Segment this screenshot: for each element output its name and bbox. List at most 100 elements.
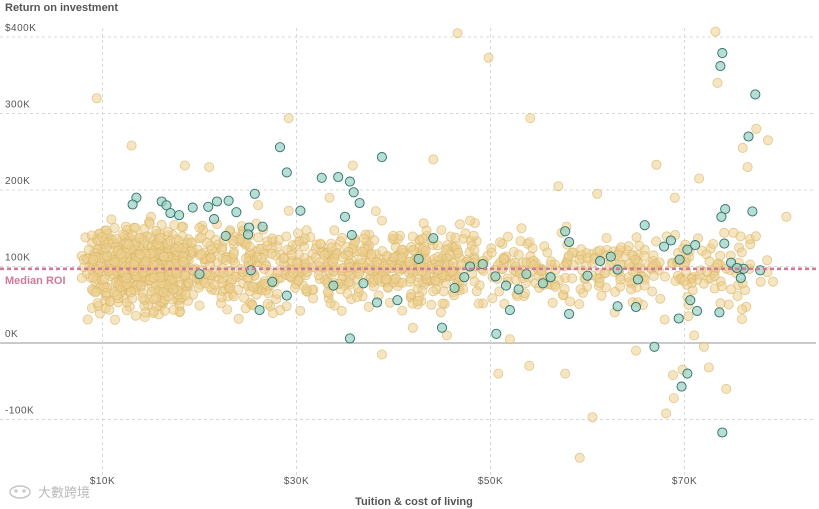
cloud-point <box>388 252 399 263</box>
school-point <box>428 154 439 165</box>
cloud-point <box>381 274 392 285</box>
highlighted-school-point <box>649 341 660 352</box>
cloud-point <box>168 284 179 295</box>
cloud-point <box>134 249 145 260</box>
cloud-point <box>292 228 303 239</box>
y-axis-tick-labels: $400K 300K 200K 100K 0K -100K <box>5 23 36 417</box>
cloud-point <box>319 249 330 260</box>
school-point <box>504 334 515 345</box>
cloud-point <box>123 239 134 250</box>
cloud-point <box>110 277 121 288</box>
cloud-point <box>206 244 217 255</box>
cloud-point <box>716 281 727 292</box>
highlighted-school-point <box>344 333 355 344</box>
cloud-point <box>194 222 205 233</box>
y-tick-label: 100K <box>5 253 30 264</box>
watermark: 大數跨境 <box>9 485 90 500</box>
cloud-point <box>438 286 449 297</box>
median-roi-label: Median ROI <box>5 275 66 287</box>
cloud-point <box>109 256 120 267</box>
x-tick-label: $30K <box>284 476 309 487</box>
school-point <box>324 192 335 203</box>
cloud-point <box>102 251 113 262</box>
highlighted-school-point <box>187 202 198 213</box>
cloud-point <box>194 300 205 311</box>
cloud-point <box>719 227 730 238</box>
cloud-point <box>547 297 558 308</box>
cloud-point <box>267 308 278 319</box>
highlighted-school-point <box>521 269 532 280</box>
school-point <box>651 159 662 170</box>
cloud-point <box>199 278 210 289</box>
cloud-point <box>648 250 659 261</box>
highlighted-school-point <box>249 188 260 199</box>
highlighted-school-point <box>735 272 746 284</box>
cloud-point <box>420 245 431 256</box>
cloud-point <box>144 218 155 229</box>
school-point <box>376 349 387 360</box>
cloud-point <box>601 232 612 243</box>
cloud-point <box>513 249 524 260</box>
cloud-point <box>121 272 132 283</box>
cloud-point <box>354 268 365 279</box>
highlighted-school-point <box>605 251 616 262</box>
cloud-point <box>495 237 506 248</box>
cloud-point <box>159 251 170 262</box>
cloud-point <box>196 249 207 260</box>
cloud-point <box>397 305 408 316</box>
cloud-point <box>417 233 428 244</box>
cloud-point <box>135 280 146 291</box>
cloud-point <box>358 233 369 244</box>
cloud-point <box>683 311 694 322</box>
cloud-point <box>283 205 294 216</box>
y-tick-label: -100K <box>5 406 34 417</box>
cloud-point <box>460 228 471 239</box>
highlighted-school-point <box>717 427 728 438</box>
cloud-point <box>165 236 176 247</box>
cloud-point <box>494 286 505 297</box>
highlighted-school-point <box>632 274 643 285</box>
cloud-point <box>430 275 441 286</box>
highlighted-school-point <box>371 297 383 308</box>
cloud-point <box>168 304 179 315</box>
cloud-point <box>329 225 340 236</box>
highlighted-school-point <box>127 199 138 210</box>
highlighted-school-point <box>612 301 623 312</box>
cloud-point <box>148 272 159 283</box>
school-point <box>669 192 680 203</box>
highlighted-school-point <box>245 265 256 276</box>
cloud-point <box>140 256 151 267</box>
cloud-point <box>150 292 161 303</box>
cloud-point <box>272 288 283 299</box>
highlighted-school-point <box>674 254 685 265</box>
cloud-point <box>574 254 585 265</box>
highlighted-school-point <box>392 295 403 306</box>
cloud-point <box>660 271 671 282</box>
cloud-point <box>287 267 298 278</box>
school-point <box>781 211 792 222</box>
highlighted-school-point <box>665 235 676 246</box>
school-point <box>712 77 723 88</box>
cloud-point <box>222 304 233 315</box>
cloud-point <box>406 289 417 300</box>
cloud-point <box>755 276 766 287</box>
highlighted-school-point <box>165 207 176 219</box>
cloud-point <box>239 292 250 303</box>
cloud-point <box>313 270 324 281</box>
cloud-point <box>233 313 244 324</box>
cloud-point <box>301 284 312 295</box>
cloud-point <box>240 303 251 314</box>
cloud-point <box>567 273 578 284</box>
school-point <box>737 142 748 153</box>
highlighted-school-point <box>504 305 515 316</box>
school-point <box>493 368 504 379</box>
cloud-point <box>648 270 659 281</box>
school-point <box>553 181 564 192</box>
highlighted-school-point <box>339 211 351 222</box>
cloud-point <box>407 231 418 242</box>
watermark-text: 大數跨境 <box>38 485 90 500</box>
x-axis-label: Tuition & cost of living <box>355 496 473 508</box>
cloud-point <box>233 284 244 295</box>
cloud-point <box>262 298 273 309</box>
cloud-point <box>130 310 141 321</box>
